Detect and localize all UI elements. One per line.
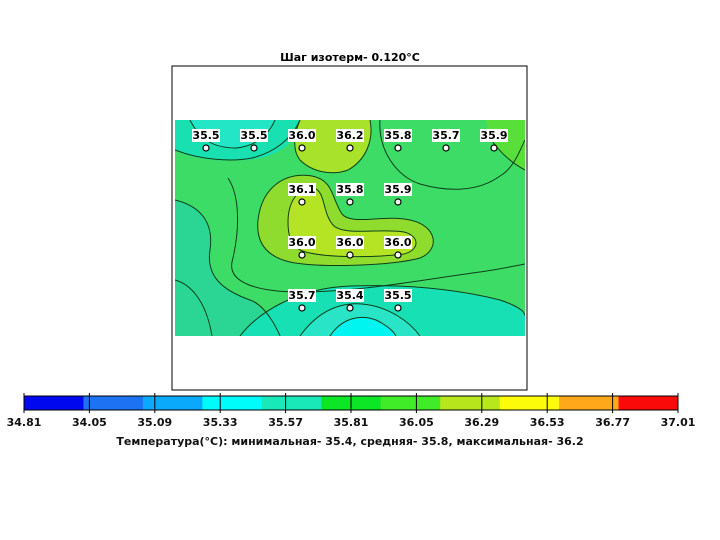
legend-swatch	[83, 396, 144, 410]
point-value-label: 36.1	[288, 183, 315, 196]
legend-tick-label: 35.81	[334, 416, 369, 429]
point-label-background	[288, 236, 316, 249]
isotherm-line	[257, 174, 434, 266]
point-marker	[394, 198, 402, 206]
point-label-background	[336, 289, 364, 302]
legend-tick-label: 34.81	[7, 416, 42, 429]
legend-tick-label: 35.57	[268, 416, 303, 429]
point-marker	[298, 198, 306, 206]
point-value-label: 35.5	[192, 129, 219, 142]
measurement-point: 35.5	[192, 129, 220, 152]
measurement-point: 35.9	[384, 183, 412, 206]
legend-tick-label: 36.53	[530, 416, 565, 429]
point-label-background	[384, 236, 412, 249]
isotherm-line	[175, 199, 281, 336]
isotherm-line	[239, 285, 525, 336]
point-value-label: 35.9	[480, 129, 507, 142]
legend-tick-label: 36.29	[464, 416, 499, 429]
measurement-point: 36.0	[384, 236, 412, 259]
measurement-point: 36.0	[288, 236, 316, 259]
measurement-points: 35.5 35.5 36.0 36.2 35.8 35.7 35.9 36.1 35.8 35.9…	[192, 129, 508, 312]
temperature-field	[175, 120, 525, 336]
point-value-label: 36.2	[336, 129, 363, 142]
point-label-background	[384, 289, 412, 302]
legend-swatch	[499, 396, 560, 410]
point-label-background	[480, 129, 508, 142]
point-value-label: 35.7	[288, 289, 315, 302]
point-marker	[250, 144, 258, 152]
legend-tick-label: 37.01	[661, 416, 696, 429]
point-marker	[298, 251, 306, 259]
point-marker	[394, 304, 402, 312]
point-value-label: 35.5	[384, 289, 411, 302]
isotherm-line	[175, 279, 213, 336]
point-label-background	[432, 129, 460, 142]
measurement-point: 35.9	[480, 129, 508, 152]
point-marker	[346, 251, 354, 259]
legend-tick-label: 35.33	[203, 416, 238, 429]
point-label-background	[336, 236, 364, 249]
point-label-background	[384, 129, 412, 142]
legend-swatch	[440, 396, 501, 410]
legend-tick-label: 34.05	[72, 416, 107, 429]
point-label-background	[192, 129, 220, 142]
measurement-point: 35.5	[384, 289, 412, 312]
point-value-label: 36.0	[288, 129, 315, 142]
point-marker	[202, 144, 210, 152]
measurement-point: 36.2	[336, 129, 364, 152]
point-value-label: 35.9	[384, 183, 411, 196]
measurement-point: 36.1	[288, 183, 316, 206]
color-scale-legend: 34.81 34.05 35.09 35.33 35.57 35.81 36.05 36.29…	[7, 393, 696, 429]
point-marker	[442, 144, 450, 152]
point-marker	[394, 144, 402, 152]
legend-swatch	[24, 396, 84, 410]
point-marker	[298, 304, 306, 312]
point-marker	[298, 144, 306, 152]
legend-tick-label: 36.05	[399, 416, 434, 429]
point-marker	[346, 144, 354, 152]
point-value-label: 35.4	[336, 289, 363, 302]
point-label-background	[240, 129, 268, 142]
point-label-background	[384, 183, 412, 196]
point-value-label: 36.0	[384, 236, 411, 249]
measurement-point: 36.0	[288, 129, 316, 152]
point-label-background	[288, 183, 316, 196]
point-value-label: 35.5	[240, 129, 267, 142]
point-marker	[346, 304, 354, 312]
point-value-label: 35.7	[432, 129, 459, 142]
measurement-point: 36.0	[336, 236, 364, 259]
measurement-point: 35.8	[384, 129, 412, 152]
point-label-background	[336, 183, 364, 196]
point-marker	[490, 144, 498, 152]
point-value-label: 36.0	[336, 236, 363, 249]
legend-swatch	[261, 396, 322, 410]
point-value-label: 35.8	[336, 183, 363, 196]
measurement-point: 35.4	[336, 289, 364, 312]
point-value-label: 36.0	[288, 236, 315, 249]
legend-tick-label: 36.77	[595, 416, 630, 429]
legend-swatch	[142, 396, 203, 410]
point-label-background	[336, 129, 364, 142]
isotherm-line	[379, 120, 525, 190]
point-label-background	[288, 129, 316, 142]
point-label-background	[288, 289, 316, 302]
point-marker	[394, 251, 402, 259]
isotherm-line	[299, 303, 421, 336]
temperature-summary-caption: Температура(°C): минимальная- 35.4, сред…	[116, 435, 583, 448]
measurement-point: 35.5	[240, 129, 268, 152]
chart-title: Шаг изотерм- 0.120°C	[280, 51, 420, 64]
measurement-point: 35.7	[432, 129, 460, 152]
measurement-point: 35.7	[288, 289, 316, 312]
point-value-label: 35.8	[384, 129, 411, 142]
legend-swatch	[380, 396, 441, 410]
measurement-point: 35.8	[336, 183, 364, 206]
legend-swatch	[618, 396, 679, 410]
legend-tick-label: 35.09	[137, 416, 172, 429]
point-marker	[346, 198, 354, 206]
legend-swatch	[202, 396, 263, 410]
isotherm-line	[329, 316, 397, 336]
legend-swatch	[559, 396, 620, 410]
